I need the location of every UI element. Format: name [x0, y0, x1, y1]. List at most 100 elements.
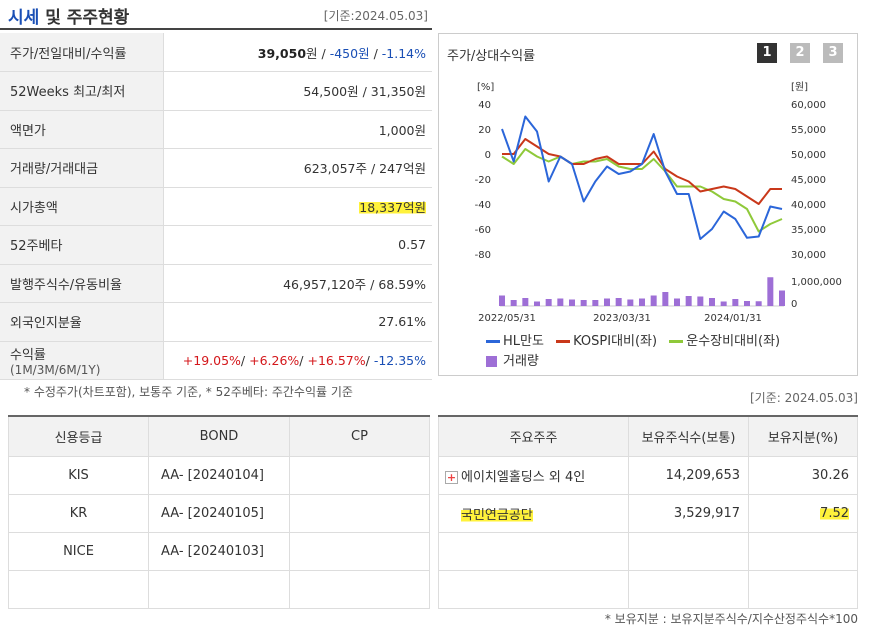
percent-cell: [748, 569, 858, 609]
table-header-row: 신용등급 BOND CP: [8, 415, 430, 457]
agency-cell: KR: [8, 493, 149, 533]
table-row: 액면가 1,000원: [0, 110, 432, 149]
x-tick-label: 2022/05/31: [478, 313, 536, 324]
shares-cell: 3,529,917: [628, 493, 749, 533]
table-row: KIS AA- [20240104]: [8, 455, 430, 495]
x-tick-label: 2023/03/31: [593, 313, 651, 324]
shares-cell: [628, 531, 749, 571]
table-row: 수익률 (1M/3M/6M/1Y) +19.05%/ +6.26%/ +16.57…: [0, 341, 432, 380]
right-tick-label: 45,000: [791, 175, 826, 186]
row-value: 0.57: [163, 225, 432, 265]
legend-line-icon: [556, 340, 571, 343]
cp-cell: [289, 569, 430, 609]
holder-name-cell: 국민연금공단: [438, 493, 629, 533]
left-tick-label: -40: [475, 200, 491, 211]
row-value: 623,057주 / 247억원: [163, 148, 432, 188]
table-row: 52주베타 0.57: [0, 225, 432, 265]
shares-cell: [628, 569, 749, 609]
legend-bar-icon: [486, 356, 497, 367]
volume-bar: [779, 290, 785, 306]
footnote-basis: * 수정주가(차트포함), 보통주 기준, * 52주베타: 주간수익률 기준: [24, 385, 353, 399]
section-title-bar: 시세 및 주주현황 [기준:2024.05.03]: [0, 0, 432, 30]
volume-bar: [697, 296, 704, 306]
price-summary: 39,050원 / -450원 / -1.14%: [163, 33, 432, 72]
volume-bar: [604, 298, 610, 306]
volume-bar: [557, 298, 564, 306]
legend-item: 운수장비대비(좌): [669, 334, 780, 349]
column-header: BOND: [148, 415, 290, 457]
row-label: 주가/전일대비/수익률: [0, 33, 164, 72]
volume-bar: [534, 301, 540, 306]
table-row: 거래량/거래대금 623,057주 / 247억원: [0, 148, 432, 188]
column-header: CP: [289, 415, 430, 457]
volume-bar: [744, 301, 750, 306]
table-row: NICE AA- [20240103]: [8, 531, 430, 571]
volume-bar: [580, 300, 587, 306]
percent-cell: 7.52: [748, 493, 858, 533]
left-tick-label: -80: [475, 250, 491, 261]
stock-chart: [%] [원] 40 60,000 20 55,000 0 50,000 -20 45,000 -4…: [475, 81, 842, 324]
volume-bar: [569, 299, 575, 306]
table-row: [438, 569, 858, 609]
volume-bar: [709, 298, 715, 306]
row-value: 46,957,120주 / 68.59%: [163, 264, 432, 303]
volume-bar: [674, 298, 680, 306]
table-row: 주가/전일대비/수익률 39,050원 / -450원 / -1.14%: [0, 33, 432, 72]
highlighted-holder: 국민연금공단: [461, 507, 533, 523]
left-tick-label: 0: [485, 150, 491, 161]
right-tick-label: 60,000: [791, 100, 826, 111]
right-tick-label: 30,000: [791, 250, 826, 261]
volume-bar: [767, 277, 774, 306]
holder-name-cell: [438, 569, 629, 609]
legend-item: HL만도: [486, 334, 544, 349]
table-row: 52Weeks 최고/최저 54,500원 / 31,350원: [0, 71, 432, 111]
series-line: [502, 138, 782, 205]
returns-value: +19.05%/ +6.26%/ +16.57%/ -12.35%: [163, 341, 432, 380]
volume-bar: [732, 299, 739, 306]
reference-date-2: [기준: 2024.05.03]: [749, 391, 858, 405]
table-row: [438, 531, 858, 571]
expand-plus-icon[interactable]: +: [445, 470, 458, 484]
agency-cell: NICE: [8, 531, 149, 571]
bond-cell: [148, 569, 290, 609]
chart-tab-2[interactable]: 2: [790, 43, 810, 63]
series-line: [501, 115, 783, 240]
credit-rating-table: 신용등급 BOND CP KIS AA- [20240104] KR AA- […: [8, 415, 430, 609]
holder-name-cell: [438, 531, 629, 571]
table-row: KR AA- [20240105]: [8, 493, 430, 533]
row-value: 1,000원: [163, 110, 432, 149]
chart-panel: 주가/상대수익률 1 2 3 [%] [원] 40 60,000 20 55,000 0 50…: [438, 33, 858, 376]
table-row: 외국인지분율 27.61%: [0, 302, 432, 342]
chart-tab-1[interactable]: 1: [757, 43, 777, 63]
legend-item: 거래량: [486, 354, 539, 369]
row-label: 거래량/거래대금: [0, 148, 164, 188]
volume-bar: [650, 295, 657, 306]
row-label: 발행주식수/유동비율: [0, 264, 164, 303]
legend-line-icon: [669, 340, 684, 343]
left-tick-label: 20: [478, 125, 491, 136]
volume-bar: [639, 298, 645, 306]
volume-bar: [499, 295, 505, 306]
table-row: 시가총액 18,337억원: [0, 187, 432, 226]
chart-tab-3[interactable]: 3: [823, 43, 843, 63]
chart-title: 주가/상대수익률: [447, 49, 536, 64]
shares-cell: 14,209,653: [628, 455, 749, 495]
column-header: 신용등급: [8, 415, 149, 457]
footnote-holding: * 보유지분 : 보유지분주식수/지수산정주식수*100: [604, 612, 858, 626]
volume-bar: [545, 299, 552, 306]
legend-line-icon: [486, 340, 500, 343]
column-header: 보유지분(%): [748, 415, 858, 457]
percent-cell: [748, 531, 858, 571]
volume-bar: [720, 301, 727, 306]
volume-tick-label: 1,000,000: [791, 277, 842, 288]
volume-bar: [510, 300, 517, 306]
table-row: 국민연금공단 3,529,917 7.52: [438, 493, 858, 533]
row-label: 시가총액: [0, 187, 164, 226]
left-tick-label: 40: [478, 100, 491, 111]
table-row: 발행주식수/유동비율 46,957,120주 / 68.59%: [0, 264, 432, 303]
volume-bar: [522, 298, 529, 306]
volume-tick-label: 0: [791, 299, 797, 310]
row-label: 수익률 (1M/3M/6M/1Y): [0, 341, 164, 380]
x-tick-label: 2024/01/31: [704, 313, 762, 324]
table-row: + 에이치엘홀딩스 외 4인 14,209,653 30.26: [438, 455, 858, 495]
